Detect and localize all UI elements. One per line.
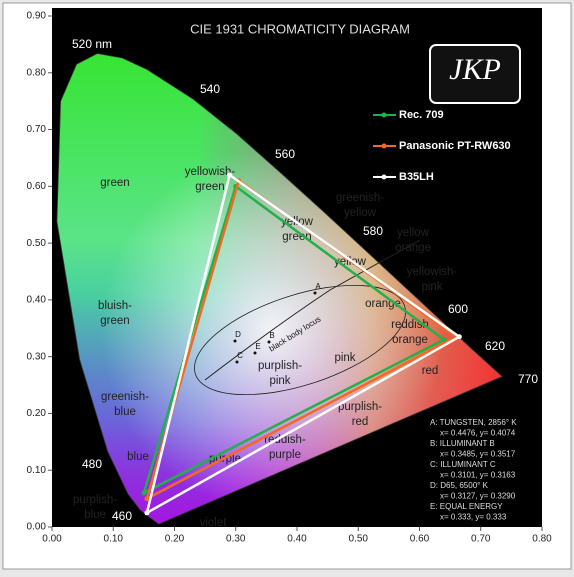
spectral-outline xyxy=(56,53,503,525)
y-tick-label: 0.80 xyxy=(27,67,47,78)
legend-label: B35LH xyxy=(399,171,434,183)
y-tick-label: 0.00 xyxy=(27,522,47,533)
annotation: B: ILLUMINANT B xyxy=(430,439,495,448)
y-tick-label: 0.30 xyxy=(27,351,47,362)
chart-title: CIE 1931 CHROMATICITY DIAGRAM xyxy=(190,21,410,36)
wavelength-label: 620 xyxy=(485,339,505,353)
region-label: reddish- xyxy=(264,434,306,446)
vertex-marker xyxy=(441,337,447,343)
region-label: purplish- xyxy=(73,494,117,506)
point-label: C xyxy=(237,351,243,360)
region-label: orange xyxy=(395,242,431,254)
x-tick-label: 0.40 xyxy=(287,534,307,545)
x-tick-label: 0.80 xyxy=(532,534,552,545)
wavelength-label: 520 nm xyxy=(72,37,112,51)
region-label: pink xyxy=(269,375,290,387)
region-label: pink xyxy=(421,281,442,293)
logo: JKP xyxy=(449,53,501,86)
x-tick-label: 0.50 xyxy=(349,534,369,545)
region-label: red xyxy=(352,416,369,428)
region-label: pink xyxy=(334,352,355,364)
region-label: green xyxy=(195,181,224,193)
vertex-marker xyxy=(144,496,150,502)
annotation: x= 0.333, y= 0.333 xyxy=(440,513,507,522)
wavelength-label: 460 xyxy=(112,509,132,523)
vertex-marker xyxy=(144,510,150,516)
y-tick-label: 0.60 xyxy=(27,181,47,192)
legend-marker xyxy=(381,112,387,118)
locus-point xyxy=(253,351,257,355)
wavelength-label: 770 xyxy=(518,372,538,386)
annotation: C: ILLUMINANT C xyxy=(430,460,496,469)
region-label: bluish- xyxy=(98,300,132,312)
region-label: yellowish- xyxy=(407,266,458,278)
locus-point xyxy=(313,291,317,295)
black-body-locus xyxy=(204,239,421,381)
annotation: A: TUNGSTEN, 2856° K xyxy=(430,418,517,427)
region-label: blue xyxy=(114,406,136,418)
x-tick-label: 0.00 xyxy=(42,534,62,545)
y-tick-label: 0.50 xyxy=(27,238,47,249)
locus-point xyxy=(233,339,237,343)
region-label: green xyxy=(100,177,129,189)
region-label: greenish- xyxy=(336,192,384,204)
legend-label: Rec. 709 xyxy=(399,109,444,121)
region-label: yellow xyxy=(344,207,377,219)
region-label: greenish- xyxy=(101,391,149,403)
region-label: purplish- xyxy=(258,360,302,372)
y-tick-label: 0.90 xyxy=(27,11,47,22)
white-region xyxy=(194,284,406,396)
x-tick-label: 0.30 xyxy=(226,534,246,545)
logo-box xyxy=(429,44,521,104)
y-tick-label: 0.70 xyxy=(27,124,47,135)
legend-label: Panasonic PT-RW630 xyxy=(399,140,511,152)
point-label: E xyxy=(255,342,260,351)
annotation: D: D65, 6500° K xyxy=(430,481,489,490)
x-tick-label: 0.10 xyxy=(104,534,124,545)
region-label: blue xyxy=(127,451,149,463)
annotation: x= 0.3127, y= 0.3290 xyxy=(440,492,516,501)
x-tick-label: 0.70 xyxy=(471,534,491,545)
x-tick-label: 0.20 xyxy=(165,534,185,545)
region-label: red xyxy=(422,365,439,377)
vertex-marker xyxy=(456,334,462,340)
annotation: x= 0.3101, y= 0.3163 xyxy=(440,471,516,480)
locus-point xyxy=(267,340,271,344)
annotation: x= 0.4476, y= 0.4074 xyxy=(440,429,516,438)
point-label: D xyxy=(235,330,241,339)
y-tick-label: 0.20 xyxy=(27,408,47,419)
y-tick-label: 0.10 xyxy=(27,465,47,476)
y-tick-label: 0.40 xyxy=(27,295,47,306)
wavelength-label: 480 xyxy=(82,457,102,471)
region-label: yellowish- xyxy=(185,166,236,178)
region-label: green xyxy=(100,315,129,327)
wavelength-label: 600 xyxy=(448,302,468,316)
region-label: purplish- xyxy=(338,401,382,413)
annotation: E: EQUAL ENERGY xyxy=(430,502,503,511)
point-label: B xyxy=(269,331,274,340)
annotation: x= 0.3485, y= 0.3517 xyxy=(440,450,516,459)
legend-marker xyxy=(381,143,387,149)
region-label: blue xyxy=(84,509,106,521)
region-label: green xyxy=(282,231,311,243)
vertex-marker xyxy=(141,490,147,496)
wavelength-label: 560 xyxy=(275,147,295,161)
gamut-triangle xyxy=(144,172,462,516)
region-label: orange xyxy=(392,334,428,346)
region-label: yellow xyxy=(397,227,430,239)
locus-point xyxy=(235,360,239,364)
region-label: purple xyxy=(269,449,301,461)
region-label: violet xyxy=(200,517,228,529)
legend-marker xyxy=(381,174,387,180)
wavelength-label: 540 xyxy=(200,82,220,96)
wavelength-label: 580 xyxy=(363,224,383,238)
vertex-marker xyxy=(227,172,233,178)
x-tick-label: 0.60 xyxy=(410,534,430,545)
point-label: A xyxy=(315,282,321,291)
